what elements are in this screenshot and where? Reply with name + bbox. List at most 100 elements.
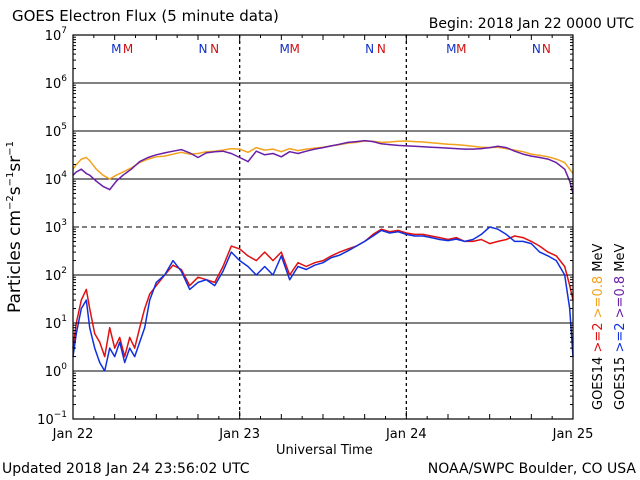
series-point: [330, 255, 332, 257]
series-point: [280, 156, 282, 158]
series-point: [539, 251, 541, 253]
series-point: [130, 168, 132, 170]
series-point: [397, 140, 399, 142]
series-point: [414, 141, 416, 143]
series-point: [372, 141, 374, 143]
series-point: [447, 238, 449, 241]
series-point: [455, 237, 457, 239]
series-point: [172, 259, 174, 262]
series-point: [172, 264, 174, 266]
series-point: [397, 231, 399, 233]
series-point: [514, 235, 516, 237]
legend-goes14: GOES14 >=2 >=0.8 MeV: [591, 244, 606, 410]
series-point: [134, 347, 136, 349]
updated-timestamp: Updated 2018 Jan 24 23:56:02 UTC: [2, 461, 250, 477]
series-point: [75, 171, 77, 173]
series-point: [222, 265, 224, 268]
series-point: [464, 148, 466, 150]
series-point: [272, 148, 274, 150]
series-point: [289, 279, 291, 281]
series-point: [80, 158, 82, 160]
x-tick-label: Jan 23: [218, 427, 260, 442]
series-point: [405, 140, 407, 142]
series-point: [230, 147, 232, 150]
series-point: [564, 274, 566, 276]
series-point: [155, 156, 157, 158]
series-point: [85, 172, 87, 175]
series-point: [255, 274, 257, 276]
series-point: [255, 259, 257, 262]
series-point: [364, 240, 366, 243]
series-point: [497, 145, 499, 147]
series-point: [380, 143, 382, 145]
series-point: [355, 141, 357, 143]
series-point: [347, 250, 349, 252]
series-point: [114, 347, 116, 349]
series-point: [472, 148, 474, 150]
series-point: [480, 233, 482, 236]
series-point: [164, 152, 166, 154]
orbit-marker: N: [377, 42, 386, 56]
series-point: [547, 156, 549, 158]
series-point: [180, 270, 182, 272]
series-point: [505, 238, 507, 241]
orbit-marker: N: [532, 42, 541, 56]
y-tick-label: 107: [45, 26, 67, 44]
x-tick-label: Jan 22: [52, 427, 94, 442]
orbit-marker: N: [210, 42, 219, 56]
series-point: [230, 251, 232, 253]
series-point: [439, 142, 441, 145]
series-point: [189, 285, 191, 287]
series-point: [439, 147, 441, 149]
series-point: [230, 245, 232, 247]
series-point: [172, 150, 174, 152]
orbit-marker: M: [279, 42, 289, 56]
series-point: [497, 228, 499, 230]
y-tick-label: 106: [45, 74, 68, 92]
series-point: [264, 149, 266, 151]
series-point: [339, 254, 341, 256]
begin-date: Begin: 2018 Jan 22 0000 UTC: [428, 16, 634, 32]
y-tick-label: 100: [45, 362, 68, 380]
series-point: [297, 152, 299, 155]
series-point: [455, 147, 457, 150]
series-point: [389, 232, 391, 234]
series-point: [109, 347, 111, 349]
series-point: [372, 233, 374, 236]
series-point: [464, 240, 466, 243]
series-point: [85, 299, 87, 301]
series-point: [355, 245, 357, 247]
series-point: [422, 235, 424, 237]
x-tick-label: Jan 24: [385, 427, 427, 442]
series-point: [522, 153, 524, 155]
series-point: [255, 150, 257, 152]
series-point: [569, 168, 571, 170]
series-point: [280, 255, 282, 257]
series-point: [289, 274, 291, 276]
series-point: [197, 276, 199, 278]
series-point: [389, 144, 391, 146]
series-point: [530, 153, 532, 155]
y-tick-label: 101: [45, 314, 67, 332]
series-point: [314, 148, 316, 150]
series-point: [289, 151, 291, 153]
orbit-marker: M: [446, 42, 456, 56]
series-point: [564, 168, 566, 170]
series-point: [514, 240, 516, 243]
series-point: [555, 255, 557, 257]
series-point: [472, 240, 474, 243]
series-point: [180, 148, 182, 151]
series-point: [422, 146, 424, 148]
series-point: [109, 189, 111, 191]
series-point: [205, 279, 207, 281]
series-point: [305, 150, 307, 152]
series-point: [547, 251, 549, 253]
series-point: [305, 265, 307, 268]
grid-lines: [73, 35, 573, 419]
series-point: [247, 161, 249, 163]
series-point: [489, 243, 491, 245]
orbit-marker: N: [542, 42, 551, 56]
series-point: [222, 149, 224, 151]
series-point: [439, 238, 441, 241]
series-point: [455, 238, 457, 240]
